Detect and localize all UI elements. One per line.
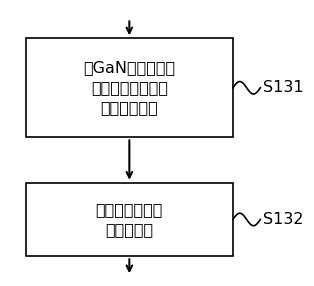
- FancyBboxPatch shape: [26, 38, 233, 137]
- Text: S132: S132: [263, 212, 304, 227]
- Text: 在开口区中形成
第一金属区: 在开口区中形成 第一金属区: [96, 202, 163, 237]
- FancyBboxPatch shape: [26, 183, 233, 256]
- Text: 在GaN外延层上形
成多个以预定间隔
分布的开口区: 在GaN外延层上形 成多个以预定间隔 分布的开口区: [83, 60, 176, 115]
- Text: S131: S131: [263, 80, 304, 95]
